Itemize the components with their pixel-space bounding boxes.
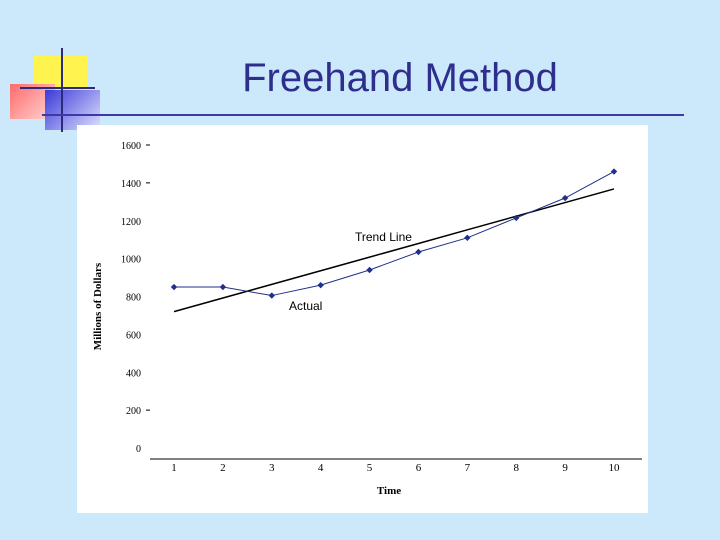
x-axis-title: Time — [377, 485, 401, 497]
actual-point — [561, 194, 569, 202]
x-tick-label: 6 — [416, 462, 422, 474]
actual-series-label: Actual — [289, 299, 322, 313]
y-axis-title: Millions of Dollars — [92, 262, 104, 350]
actual-point — [268, 292, 275, 299]
x-tick-label: 1 — [171, 462, 177, 474]
actual-point — [170, 283, 178, 291]
x-tick-label: 9 — [562, 462, 568, 474]
title-underline — [42, 114, 684, 116]
trend-line — [173, 188, 615, 313]
y-axis-ticks: 0 200 400 600 800 1000 1200 1400 1600 — [121, 141, 150, 455]
y-tick-label: 600 — [126, 330, 141, 341]
x-tick-label: 4 — [318, 462, 324, 474]
y-tick-label: 1200 — [121, 217, 141, 228]
x-tick-label: 5 — [367, 462, 373, 474]
slide-title: Freehand Method — [242, 56, 558, 100]
y-tick-label: 0 — [136, 444, 141, 455]
actual-point — [415, 248, 422, 256]
y-tick-label: 200 — [126, 406, 141, 417]
series-layer — [170, 168, 618, 313]
actual-point — [317, 281, 324, 289]
decor-blue-square — [45, 90, 100, 130]
x-tick-label: 2 — [220, 462, 226, 474]
y-tick-label: 400 — [126, 368, 141, 379]
y-tick-label: 1000 — [121, 255, 141, 266]
x-tick-label: 10 — [609, 462, 621, 474]
x-tick-label: 8 — [513, 462, 519, 474]
actual-point — [610, 168, 618, 175]
y-tick-label: 1400 — [121, 179, 141, 190]
x-tick-label: 7 — [465, 462, 471, 474]
decor-horizontal-line — [20, 87, 95, 89]
y-tick-label: 1600 — [121, 141, 141, 152]
y-tick-label: 800 — [126, 293, 141, 304]
actual-point — [219, 283, 227, 291]
x-axis-ticks: 1 2 3 4 5 6 7 8 9 10 — [171, 462, 620, 474]
trend-line-label: Trend Line — [355, 230, 412, 244]
actual-line — [174, 171, 615, 297]
decor-vertical-line — [61, 48, 63, 132]
actual-point — [366, 266, 373, 274]
actual-point — [464, 234, 471, 241]
x-tick-label: 3 — [269, 462, 275, 474]
